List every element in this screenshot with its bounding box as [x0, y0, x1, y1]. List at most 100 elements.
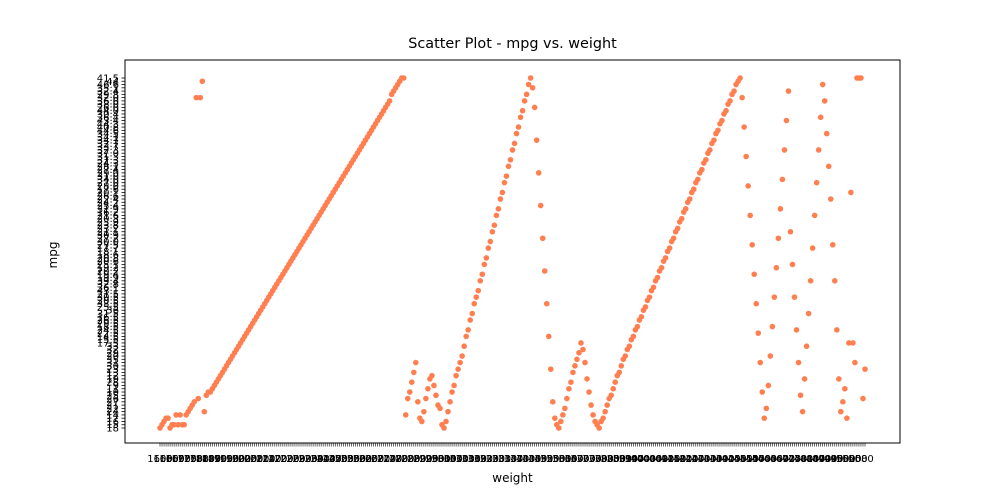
- x-tick-label: 3010: [431, 454, 456, 465]
- data-point: [177, 412, 183, 418]
- data-point: [576, 349, 582, 356]
- y-tick-label: 21.6: [97, 211, 119, 222]
- y-tick-label: 29.5: [97, 319, 119, 330]
- y-tick-label: 11: [106, 384, 119, 395]
- y-tick-label: 31.0: [97, 172, 119, 183]
- y-tick-label: 30.0: [97, 237, 119, 248]
- data-point: [433, 392, 439, 399]
- x-tick-label: 4240: [679, 454, 704, 465]
- data-point: [558, 418, 564, 425]
- data-point: [451, 382, 457, 389]
- x-tick-label: 4540: [739, 454, 764, 465]
- y-tick-label: 32.0: [97, 93, 119, 104]
- x-tick-label: 4300: [691, 454, 716, 465]
- x-tick-label: 5080: [848, 454, 873, 465]
- y-tick-label: 15: [106, 420, 119, 431]
- data-point: [763, 405, 770, 412]
- data-point: [527, 75, 534, 81]
- data-point: [449, 389, 455, 395]
- data-point: [777, 206, 784, 212]
- data-point: [588, 402, 594, 408]
- data-point: [386, 98, 393, 104]
- x-tick-label: 2290: [286, 454, 311, 465]
- data-point: [686, 196, 693, 202]
- y-tick-label: 20.8: [97, 253, 119, 264]
- y-tick-label: 23.2: [97, 224, 119, 235]
- x-tick-label: 1960: [220, 454, 245, 465]
- data-point: [846, 340, 852, 346]
- y-tick-label: 20.5: [97, 296, 119, 307]
- data-point: [415, 399, 421, 405]
- x-tick-label: 2590: [347, 454, 372, 465]
- data-point: [834, 327, 840, 333]
- x-tick-label: 3040: [437, 454, 462, 465]
- x-tick-label: 4780: [788, 454, 813, 465]
- data-point: [519, 107, 526, 114]
- y-tick-label: 27: [106, 397, 119, 408]
- data-point: [666, 245, 673, 251]
- data-point: [727, 98, 733, 104]
- data-point: [562, 405, 568, 412]
- x-tick-label: 1600: [147, 454, 172, 465]
- y-tick-label: 29.8: [97, 90, 119, 101]
- y-tick-label: 20.1: [97, 188, 119, 199]
- data-point: [765, 382, 772, 389]
- data-point: [827, 196, 834, 202]
- x-tick-label: 1720: [171, 454, 196, 465]
- data-point: [547, 366, 554, 372]
- x-tick-label: 3070: [443, 454, 468, 465]
- data-point: [509, 147, 516, 153]
- x-tick-label: 1900: [208, 454, 233, 465]
- data-point-group: [157, 75, 868, 431]
- y-tick-label: 14.5: [97, 332, 119, 343]
- y-tick-label: 24: [106, 407, 119, 418]
- data-point: [745, 183, 751, 189]
- x-tick-label: 4420: [715, 454, 740, 465]
- data-point: [805, 310, 812, 317]
- data-point: [443, 418, 449, 425]
- x-tick-label: 4090: [649, 454, 674, 465]
- y-tick-label: 27.0: [97, 178, 119, 189]
- x-tick-label: 2830: [395, 454, 420, 465]
- x-tick-label: 3100: [449, 454, 474, 465]
- data-point: [739, 94, 745, 101]
- y-tick-label: 27.4: [97, 165, 119, 176]
- data-point: [682, 206, 689, 212]
- data-point: [455, 366, 461, 372]
- data-point: [612, 379, 619, 386]
- data-point: [181, 421, 187, 428]
- y-tick-label: 35: [106, 355, 119, 366]
- data-point: [737, 75, 743, 81]
- data-point: [590, 412, 596, 418]
- chart-title: Scatter Plot - mpg vs. weight: [408, 36, 617, 52]
- data-point: [543, 300, 550, 307]
- data-point: [785, 88, 792, 94]
- x-tick-label: 2620: [353, 454, 378, 465]
- y-tick-label: 26.0: [97, 103, 119, 114]
- data-point: [791, 294, 798, 300]
- y-tick-label: 26: [106, 394, 119, 405]
- y-tick-label: 16.2: [97, 208, 119, 219]
- data-point: [489, 228, 496, 235]
- y-tick-label: 16.5: [97, 312, 119, 323]
- x-tick-label: 1990: [226, 454, 251, 465]
- y-tick-label: 24.2: [97, 198, 119, 209]
- data-point: [463, 333, 469, 340]
- x-tick-label: 4990: [830, 454, 855, 465]
- x-tick-label: 4930: [818, 454, 843, 465]
- y-tick-label: 30.9: [97, 231, 119, 242]
- x-tick-label: 4180: [667, 454, 692, 465]
- data-point: [783, 117, 790, 124]
- x-tick-label: 2800: [389, 454, 414, 465]
- y-tick-label: 38.0: [97, 100, 119, 111]
- data-point: [626, 343, 633, 350]
- data-point: [173, 412, 179, 418]
- x-tick-label: 2020: [232, 454, 257, 465]
- data-point: [779, 176, 786, 183]
- data-point: [731, 88, 737, 94]
- data-point: [485, 245, 492, 251]
- data-point: [711, 137, 717, 143]
- data-point: [799, 408, 806, 415]
- x-tick-label: 2140: [256, 454, 281, 465]
